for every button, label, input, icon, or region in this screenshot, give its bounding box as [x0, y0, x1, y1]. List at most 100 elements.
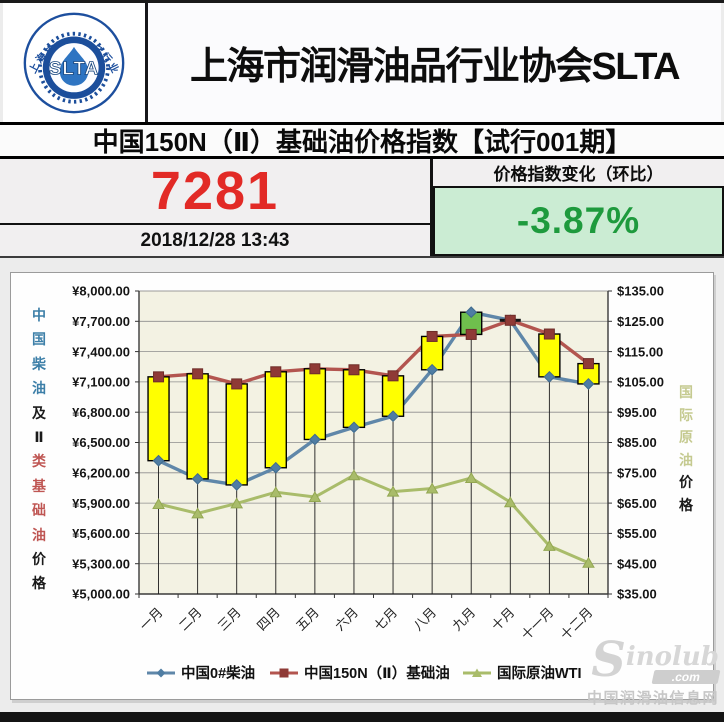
- right-axis-tick-label: $65.00: [617, 496, 657, 511]
- index-title: 中国150N（Ⅱ）基础油价格指数【试行001期】: [92, 127, 632, 157]
- change-label: 价格指数变化（环比）: [493, 165, 664, 184]
- x-axis-label: 三月: [215, 605, 244, 634]
- x-axis-label: 十月: [488, 605, 517, 634]
- marker-triangle: [503, 496, 517, 508]
- updown-bar: [147, 376, 170, 462]
- change-value-box: -3.87%: [433, 186, 724, 256]
- marker-square: [582, 358, 594, 370]
- updown-bar: [538, 333, 561, 378]
- marker-square: [153, 371, 165, 383]
- marker-triangle: [230, 497, 244, 509]
- axis-title-char: 柴: [32, 355, 46, 372]
- top-border: [0, 0, 724, 3]
- axis-title-char: 国: [32, 331, 46, 348]
- legend-marker-square: [279, 668, 289, 678]
- marker-triangle: [191, 507, 204, 519]
- axis-title-char: 中: [32, 307, 46, 323]
- axis-title-char: 价: [32, 551, 46, 568]
- axis-title-char: 原: [679, 429, 693, 445]
- price-chart-panel: ¥8,000.00 ¥7,700.00 ¥7,400.00 ¥7,100.00 ¥6,8…: [10, 272, 714, 700]
- legend-label: 国际原油WTI: [497, 664, 582, 682]
- index-timestamp: 2018/12/28 13:43: [140, 229, 290, 251]
- marker-diamond: [269, 461, 282, 474]
- marker-diamond: [308, 433, 321, 446]
- right-axis-tick-label: $105.00: [617, 375, 664, 390]
- axis-title-char: 格: [32, 575, 46, 592]
- x-axis-label: 九月: [449, 605, 478, 634]
- updown-bar: [264, 371, 287, 469]
- marker-triangle: [425, 482, 439, 494]
- left-axis-tick-label: ¥5,300.00: [72, 556, 130, 571]
- index-change-cell: 价格指数变化（环比） -3.87%: [433, 159, 724, 256]
- marker-diamond: [230, 479, 243, 491]
- marker-triangle: [386, 485, 400, 497]
- axis-title-char: 油: [679, 451, 693, 468]
- axis-title-char: 际: [679, 406, 693, 423]
- updown-bar: [225, 383, 248, 486]
- index-value: 7281: [150, 161, 280, 221]
- axis-title-char: 油: [32, 526, 46, 543]
- marker-diamond: [387, 410, 399, 423]
- marker-diamond: [582, 378, 595, 390]
- x-axis-label: 七月: [371, 605, 400, 634]
- marker-triangle: [582, 556, 595, 568]
- updown-bar: [186, 373, 209, 480]
- left-axis-tick-label: ¥8,000.00: [72, 284, 130, 299]
- x-axis-label: 六月: [332, 605, 361, 634]
- x-axis-label: 十一月: [518, 605, 556, 643]
- legend-label: 中国150N（Ⅱ）基础油: [304, 664, 450, 682]
- right-axis-title: 国际原油价格: [679, 381, 693, 516]
- left-axis-tick-label: ¥6,200.00: [72, 466, 130, 481]
- left-axis-tick-label: ¥7,700.00: [72, 314, 130, 329]
- updown-bar: [381, 375, 405, 417]
- right-axis-tick-label: $75.00: [617, 466, 657, 481]
- series-line-wti: [158, 473, 590, 565]
- price-chart-svg: ¥8,000.00 ¥7,700.00 ¥7,400.00 ¥7,100.00 ¥6,8…: [72, 284, 664, 682]
- marker-square: [504, 314, 516, 326]
- marker-triangle: [308, 491, 322, 503]
- marker-diamond: [426, 363, 439, 376]
- index-value-box: 7281: [0, 159, 430, 225]
- marker-triangle: [543, 539, 556, 551]
- marker-square: [426, 330, 438, 342]
- bottom-border: [0, 712, 724, 722]
- change-label-box: 价格指数变化（环比）: [433, 159, 724, 186]
- association-logo-icon: 上海市润滑油品行业协会 SLTA: [22, 11, 125, 113]
- marker-diamond: [152, 454, 165, 467]
- marker-square: [465, 328, 477, 340]
- right-axis-tick-label: $35.00: [617, 587, 657, 602]
- index-value-cell: 7281 2018/12/28 13:43: [0, 159, 430, 256]
- updown-bar: [342, 369, 366, 429]
- axis-title-char: 价: [679, 474, 693, 490]
- marker-triangle: [152, 498, 165, 510]
- marker-square: [231, 378, 243, 390]
- index-panel: 7281 2018/12/28 13:43 价格指数变化（环比） -3.87%: [0, 159, 724, 258]
- header: 上海市润滑油品行业协会 SLTA 上海市润滑油品行业协会SLTA: [3, 3, 721, 122]
- logo-cell: 上海市润滑油品行业协会 SLTA: [3, 3, 148, 122]
- page-title: 上海市润滑油品行业协会SLTA: [189, 46, 681, 88]
- updown-bar: [303, 368, 327, 441]
- marker-triangle: [269, 486, 283, 498]
- left-axis-tick-label: ¥7,100.00: [72, 375, 130, 390]
- marker-diamond: [348, 421, 360, 434]
- marker-triangle: [464, 471, 478, 483]
- right-axis-tick-label: $95.00: [617, 405, 657, 420]
- marker-square: [543, 328, 555, 340]
- right-axis-tick-label: $115.00: [617, 344, 663, 359]
- x-axis-label: 二月: [176, 605, 205, 634]
- axis-title-char: 国: [679, 384, 693, 400]
- marker-diamond: [191, 472, 204, 485]
- left-axis-tick-label: ¥5,000.00: [72, 587, 130, 602]
- x-axis-label: 十二月: [557, 605, 595, 643]
- right-axis-tick-label: $45.00: [617, 556, 657, 571]
- change-value: -3.87%: [516, 200, 641, 241]
- marker-diamond: [543, 370, 556, 383]
- index-title-bar: 中国150N（Ⅱ）基础油价格指数【试行001期】: [0, 122, 724, 159]
- left-axis-tick-label: ¥6,500.00: [72, 435, 130, 450]
- right-axis-tick-label: $55.00: [617, 526, 657, 541]
- marker-square: [192, 368, 204, 380]
- legend-marker-triangle: [472, 668, 482, 677]
- axis-title-char: 基: [32, 477, 46, 494]
